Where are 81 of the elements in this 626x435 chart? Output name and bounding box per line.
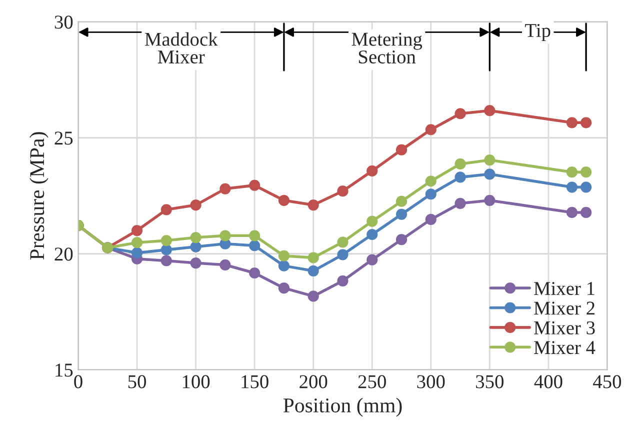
point	[337, 236, 348, 248]
point	[337, 249, 348, 260]
x-tick-label: 350	[476, 375, 504, 388]
point	[337, 186, 348, 197]
point	[366, 216, 378, 227]
y-axis-title: Pressure (MPa)	[29, 132, 48, 260]
point	[160, 234, 172, 246]
point	[566, 166, 578, 178]
point	[220, 259, 231, 270]
point	[396, 144, 408, 156]
point	[190, 199, 202, 211]
point	[190, 241, 202, 252]
annotation: Tip	[525, 24, 550, 42]
point	[484, 105, 496, 116]
x-tick-label: 100	[182, 375, 210, 388]
annotation: Metering Section	[352, 32, 422, 64]
point	[454, 198, 466, 209]
y-tick-label: 20	[54, 248, 73, 261]
point	[425, 188, 436, 200]
point	[131, 224, 143, 236]
point	[580, 166, 592, 178]
x-tick-label: 450	[593, 375, 622, 388]
x-axis-title: Position (mm)	[283, 398, 402, 417]
point	[160, 244, 172, 256]
point	[278, 194, 290, 206]
x-tick-label: 50	[128, 375, 146, 388]
point	[484, 154, 496, 166]
x-tick-label: 300	[417, 375, 445, 388]
point	[366, 254, 378, 266]
point	[580, 117, 592, 128]
x-tick-label: 200	[300, 375, 328, 388]
legend-label: Mixer 1	[534, 282, 594, 296]
point	[308, 252, 319, 264]
y-tick-label: 15	[56, 364, 73, 377]
point	[484, 168, 496, 180]
point	[249, 240, 260, 252]
point	[366, 228, 378, 240]
x-tick-label: 250	[358, 375, 386, 388]
point	[566, 117, 578, 128]
point	[278, 282, 290, 294]
point	[454, 172, 466, 183]
point	[278, 260, 290, 272]
point	[160, 204, 172, 216]
point	[566, 206, 578, 218]
x-tick-label: 150	[242, 375, 268, 388]
point	[249, 267, 260, 279]
point	[454, 108, 466, 120]
y-tick-label: 25	[54, 132, 73, 145]
point	[396, 208, 408, 220]
point	[220, 230, 231, 242]
point	[425, 214, 436, 225]
point	[249, 180, 260, 191]
point	[425, 176, 436, 187]
point	[580, 182, 592, 193]
point	[308, 265, 319, 276]
y-tick-label: 30	[54, 16, 73, 29]
annotation: Maddock Mixer	[144, 32, 218, 64]
point	[425, 124, 436, 136]
point	[396, 196, 408, 207]
point	[249, 230, 260, 242]
point	[160, 255, 172, 266]
point	[566, 182, 578, 193]
legend-label: Mixer 3	[534, 321, 595, 334]
x-tick-label: 400	[534, 375, 562, 388]
legend-label: Mixer 4	[534, 341, 596, 354]
point	[308, 290, 319, 302]
point	[278, 250, 290, 262]
point	[396, 234, 408, 246]
point	[337, 275, 348, 286]
point	[580, 206, 592, 218]
point	[366, 165, 378, 176]
point	[454, 158, 466, 170]
point	[190, 232, 202, 244]
point	[308, 199, 319, 211]
legend-label: Mixer 2	[534, 302, 594, 315]
point	[190, 257, 202, 269]
point	[131, 247, 143, 258]
point	[220, 183, 231, 194]
x-tick-label: 0	[74, 375, 82, 388]
point	[484, 194, 496, 206]
point	[131, 237, 143, 248]
